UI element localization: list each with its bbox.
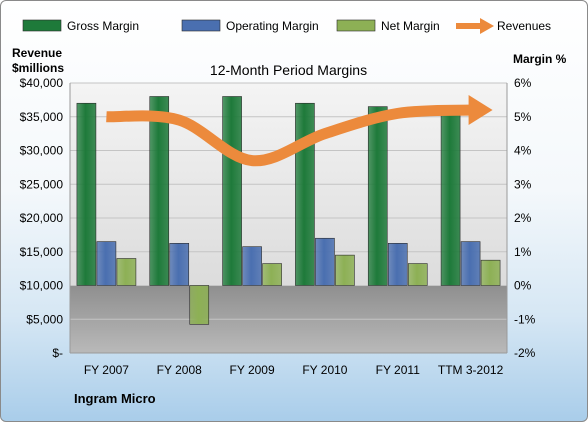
left-tick-label: $25,000 [20,177,64,191]
bar-net-margin [189,285,210,325]
bar-operating-margin [169,243,190,286]
left-tick-label: $15,000 [20,245,64,259]
category-label: FY 2010 [302,363,347,377]
category-label: TTM 3-2012 [438,363,504,377]
bar-gross-margin [440,106,461,286]
left-tick-label: $10,000 [20,279,64,293]
bar-gross-margin [367,106,388,286]
bar-gross-margin [76,102,97,286]
bar-net-margin [407,263,428,286]
right-tick-label: 0% [514,279,532,293]
left-tick-label: $40,000 [20,76,64,90]
left-tick-label: $- [52,346,63,360]
bar-net-margin [480,259,501,286]
left-axis-title: $millions [12,61,64,75]
legend-arrow-revenues [480,18,494,34]
legend-swatch-gross-margin [22,19,62,32]
left-tick-label: $20,000 [20,211,64,225]
bar-net-margin [262,263,282,286]
category-label: FY 2007 [84,363,129,377]
right-tick-label: 5% [514,110,532,124]
bar-operating-margin [242,246,262,286]
bar-operating-margin [315,237,335,286]
legend-swatch-operating-margin [181,19,221,32]
legend-label: Gross Margin [67,19,139,33]
right-tick-label: -2% [514,346,536,360]
bar-operating-margin [96,241,117,286]
company-name: Ingram Micro [74,391,156,406]
category-label: FY 2009 [230,363,275,377]
right-axis-title: Margin % [513,52,567,66]
right-tick-label: 4% [514,144,532,158]
bar-gross-margin [295,102,315,286]
revenue-arrowhead [468,95,493,125]
bar-net-margin [335,254,355,286]
bar-operating-margin [460,241,481,286]
category-label: FY 2008 [157,363,202,377]
bar-operating-margin [387,243,408,286]
left-tick-label: $5,000 [26,312,63,326]
right-tick-label: 2% [514,211,532,225]
left-tick-label: $35,000 [20,110,64,124]
bar-net-margin [116,258,137,286]
right-tick-label: 3% [514,177,532,191]
left-axis-title: Revenue [12,46,62,60]
right-tick-label: -1% [514,312,536,326]
legend-label: Operating Margin [226,19,319,33]
legend-swatch-revenues [456,23,482,29]
legend-label: Revenues [497,19,551,33]
legend-swatch-net-margin [336,19,376,32]
right-tick-label: 1% [514,245,532,259]
chart-title: 12-Month Period Margins [210,62,367,78]
revenue-line [106,104,471,167]
bar-gross-margin [149,96,170,286]
legend-label: Net Margin [381,19,440,33]
left-tick-label: $30,000 [20,144,64,158]
bar-gross-margin [222,96,242,286]
category-label: FY 2011 [376,363,421,377]
right-tick-label: 6% [514,76,532,90]
